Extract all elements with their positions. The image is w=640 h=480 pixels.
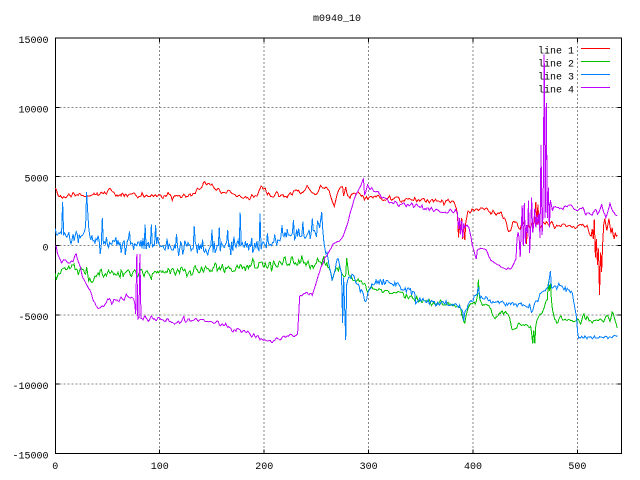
svg-text:-10000: -10000 <box>12 382 48 393</box>
svg-text:400: 400 <box>464 462 482 473</box>
svg-text:line 3: line 3 <box>538 72 574 84</box>
svg-text:0: 0 <box>52 462 58 473</box>
svg-text:-15000: -15000 <box>12 451 48 462</box>
svg-text:5000: 5000 <box>24 175 48 186</box>
svg-text:line 1: line 1 <box>538 46 574 58</box>
svg-text:100: 100 <box>151 462 169 473</box>
svg-text:200: 200 <box>255 462 273 473</box>
svg-text:m0940_10: m0940_10 <box>313 14 361 25</box>
svg-text:0: 0 <box>42 244 48 255</box>
svg-text:300: 300 <box>360 462 378 473</box>
svg-text:line 2: line 2 <box>538 59 574 71</box>
svg-text:500: 500 <box>568 462 586 473</box>
svg-text:10000: 10000 <box>18 105 48 116</box>
svg-text:line 4: line 4 <box>538 85 574 97</box>
svg-text:15000: 15000 <box>18 36 48 47</box>
svg-text:-5000: -5000 <box>18 313 48 324</box>
